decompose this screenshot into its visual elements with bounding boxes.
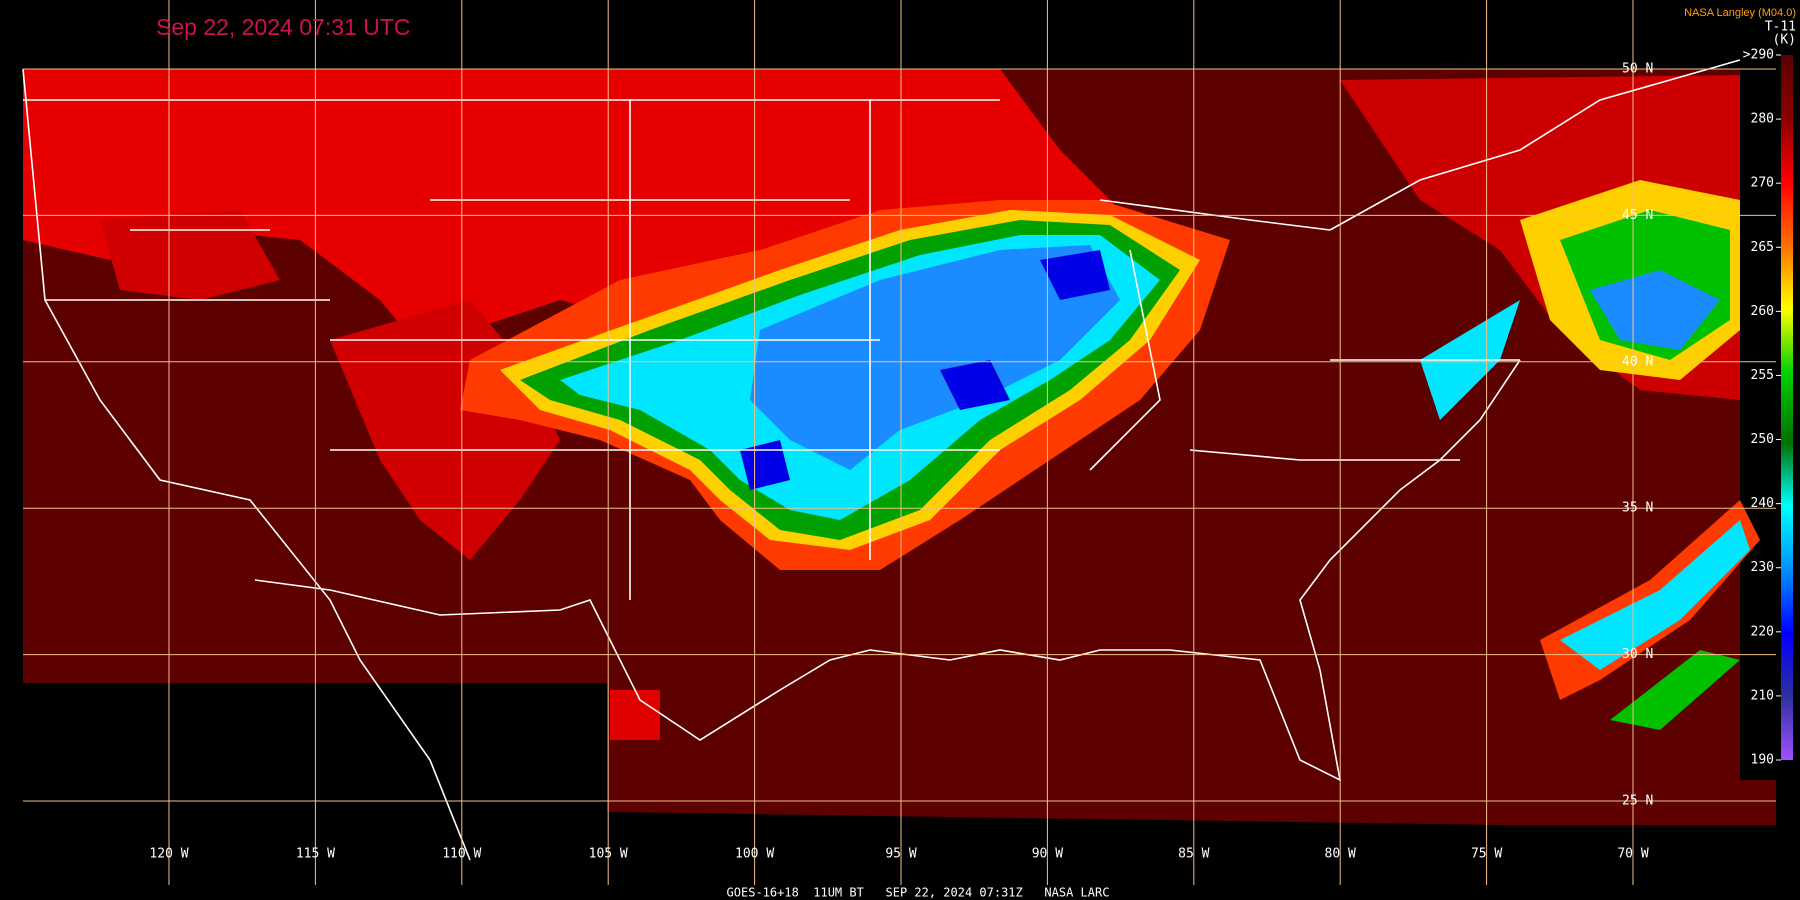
lon-label: 75 W [1471, 847, 1502, 862]
colorbar [1781, 55, 1793, 760]
unit: (K) [1773, 33, 1796, 48]
lon-label: 105 W [589, 847, 628, 862]
footer: GOES-16+18 11UM BT SEP 22, 2024 07:31Z N… [727, 886, 1110, 900]
lat-label: 45 N [1622, 208, 1653, 223]
lon-label: 100 W [735, 847, 774, 862]
borders [22, 59, 1741, 861]
lon-label: 85 W [1178, 847, 1209, 862]
band: T-11 [1765, 20, 1796, 35]
colorbar-label: 255 [1751, 368, 1774, 383]
lon-label: 120 W [149, 847, 188, 862]
lat-label: 50 N [1622, 62, 1653, 77]
lat-label: 30 N [1622, 647, 1653, 662]
title: Sep 22, 2024 07:31 UTC [156, 14, 410, 40]
graticule [23, 0, 1776, 885]
colorbar-label: 210 [1751, 688, 1774, 703]
imagery [23, 69, 1776, 825]
colorbar-label: 250 [1751, 432, 1774, 447]
colorbar-label: 280 [1751, 112, 1774, 127]
lat-label: 35 N [1622, 501, 1653, 516]
colorbar-label: 230 [1751, 560, 1774, 575]
colorbar-label: 260 [1751, 304, 1774, 319]
credit: NASA Langley (M04.0) [1684, 7, 1796, 19]
lon-label: 80 W [1325, 847, 1356, 862]
colorbar-label: 265 [1751, 240, 1774, 255]
colorbar-label: >290 [1743, 48, 1774, 63]
lon-label: 90 W [1032, 847, 1063, 862]
colorbar-label: 240 [1751, 496, 1774, 511]
lon-label: 95 W [885, 847, 916, 862]
colorbar-label: 220 [1751, 624, 1774, 639]
lat-label: 25 N [1622, 794, 1653, 809]
colorbar-label: 270 [1751, 176, 1774, 191]
lon-label: 110 W [442, 847, 481, 862]
lon-label: 70 W [1617, 847, 1648, 862]
colorbar-label: 190 [1751, 753, 1774, 768]
lon-label: 115 W [296, 847, 335, 862]
lat-label: 40 N [1622, 354, 1653, 369]
